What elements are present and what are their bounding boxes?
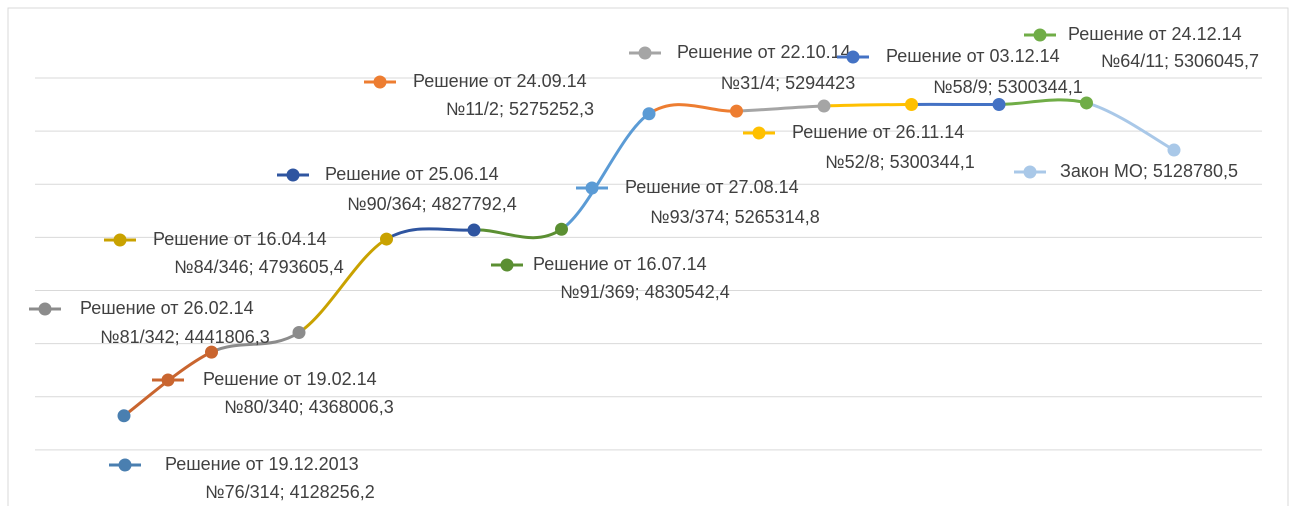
data-label: №90/364; 4827792,4 (347, 194, 516, 214)
legend-key-marker (38, 302, 52, 316)
data-label: №80/340; 4368006,3 (224, 397, 393, 417)
line-segment (648, 103, 737, 116)
data-point (817, 99, 831, 113)
data-label: №76/314; 4128256,2 (205, 482, 374, 502)
data-label: Решение от 22.10.14 (677, 42, 851, 62)
line-segment (736, 104, 825, 113)
data-label: Решение от 26.11.14 (792, 122, 964, 142)
data-label: Решение от 16.07.14 (533, 254, 707, 274)
legend-key-marker (1033, 28, 1047, 42)
data-point (1167, 143, 1181, 157)
line-segment (123, 350, 213, 418)
data-label: №93/374; 5265314,8 (650, 207, 819, 227)
legend-key-marker (286, 168, 300, 182)
line-segment (1086, 101, 1175, 152)
data-point (905, 97, 918, 111)
data-point (205, 345, 218, 359)
data-label: Решение от 19.02.14 (203, 369, 377, 389)
legend-key-marker (118, 458, 132, 472)
data-label: №58/9; 5300344,1 (933, 77, 1082, 97)
data-label: №81/342; 4441806,3 (100, 327, 269, 347)
data-label: Решение от 24.09.14 (413, 71, 587, 91)
line-segment (385, 227, 475, 241)
legend-key-marker (846, 50, 860, 64)
data-label: №31/4; 5294423 (721, 73, 855, 93)
legend-key-marker (373, 75, 387, 89)
data-point (292, 326, 306, 340)
data-point (992, 97, 1006, 111)
line-segment (998, 98, 1087, 106)
legend-key-marker (500, 258, 514, 272)
data-label: №64/11; 5306045,7 (1101, 51, 1259, 71)
data-label: №11/2; 5275252,3 (446, 99, 594, 119)
legend-key-marker (113, 233, 127, 247)
legend-key-marker (752, 126, 766, 140)
chart-frame (7, 7, 1289, 506)
data-point (730, 104, 743, 118)
legend-key-marker (161, 373, 175, 387)
data-point (117, 409, 131, 423)
line-segment (823, 102, 912, 108)
data-point (467, 223, 481, 237)
data-point (642, 107, 656, 121)
data-label: Решение от 25.06.14 (325, 164, 499, 184)
legend-key-marker (1023, 165, 1037, 179)
data-label: Решение от 16.04.14 (153, 229, 327, 249)
data-point (380, 232, 393, 246)
data-label: Решение от 19.12.2013 (165, 454, 359, 474)
line-segment (560, 112, 650, 231)
legend-key-marker (585, 181, 599, 195)
line-segment (210, 331, 300, 354)
legend-key-marker (638, 46, 652, 60)
data-label: №91/369; 4830542,4 (560, 282, 729, 302)
data-label: Решение от 24.12.14 (1068, 24, 1242, 44)
data-label: Решение от 03.12.14 (886, 46, 1060, 66)
line-segment (473, 227, 563, 240)
line-segment (298, 237, 388, 334)
data-point (1080, 96, 1093, 110)
data-label: Закон МО; 5128780,5 (1060, 161, 1238, 181)
data-label: Решение от 27.08.14 (625, 177, 799, 197)
data-point (555, 222, 568, 236)
data-label: Решение от 26.02.14 (80, 298, 254, 318)
data-label: №52/8; 5300344,1 (825, 152, 974, 172)
data-label: №84/346; 4793605,4 (174, 257, 343, 277)
